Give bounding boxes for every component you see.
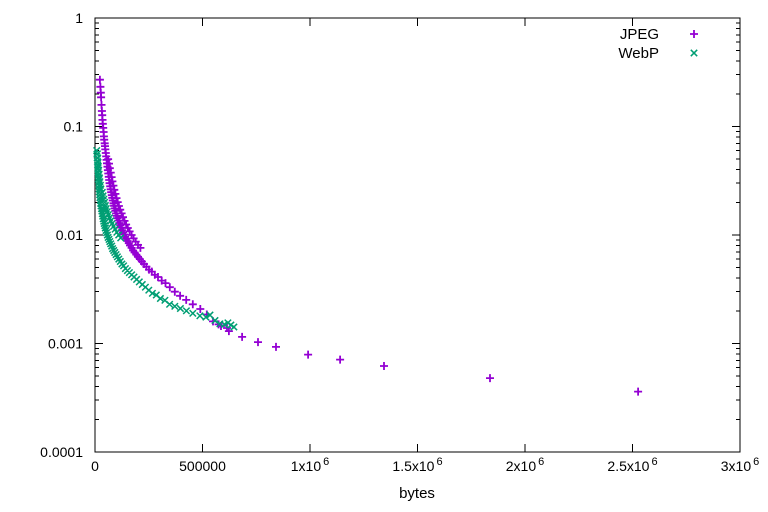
x-axis-tick-labels: 0 500000 1x10 6 1.5x10 6 2x10 6 2.5x10 6 3x10 6: [91, 456, 759, 474]
legend-jpeg-label: JPEG: [620, 26, 659, 43]
series-webp-points: [92, 146, 238, 331]
x-tick-label: 500000: [179, 458, 226, 474]
legend-jpeg-marker-icon: [690, 30, 698, 38]
x-tick-label: 1.5x10 6: [392, 456, 442, 474]
y-tick-label: 0.01: [56, 227, 83, 243]
legend-webp-label: WebP: [618, 45, 659, 62]
x-axis-title: bytes: [399, 485, 435, 502]
x-tick-label: 0: [91, 458, 99, 474]
x-axis-ticks: [94, 18, 741, 452]
series-jpeg-points: [95, 75, 643, 396]
x-tick-label: 2.5x10 6: [607, 456, 657, 474]
y-axis-ticks: [95, 17, 740, 453]
legend: JPEG WebP: [618, 26, 698, 62]
plot-border: [94, 17, 741, 453]
x-tick-label: 2x10 6: [506, 456, 544, 474]
y-tick-label: 1: [75, 10, 83, 26]
legend-webp-marker-icon: [690, 49, 698, 57]
x-tick-label: 1x10 6: [291, 456, 329, 474]
x-tick-label: 3x10 6: [721, 456, 759, 474]
y-tick-label: 0.001: [48, 336, 83, 352]
y-tick-label: 0.0001: [40, 444, 83, 460]
y-tick-label: 0.1: [64, 119, 84, 135]
y-axis-tick-labels: 1 0.1 0.01 0.001 0.0001: [40, 10, 83, 460]
